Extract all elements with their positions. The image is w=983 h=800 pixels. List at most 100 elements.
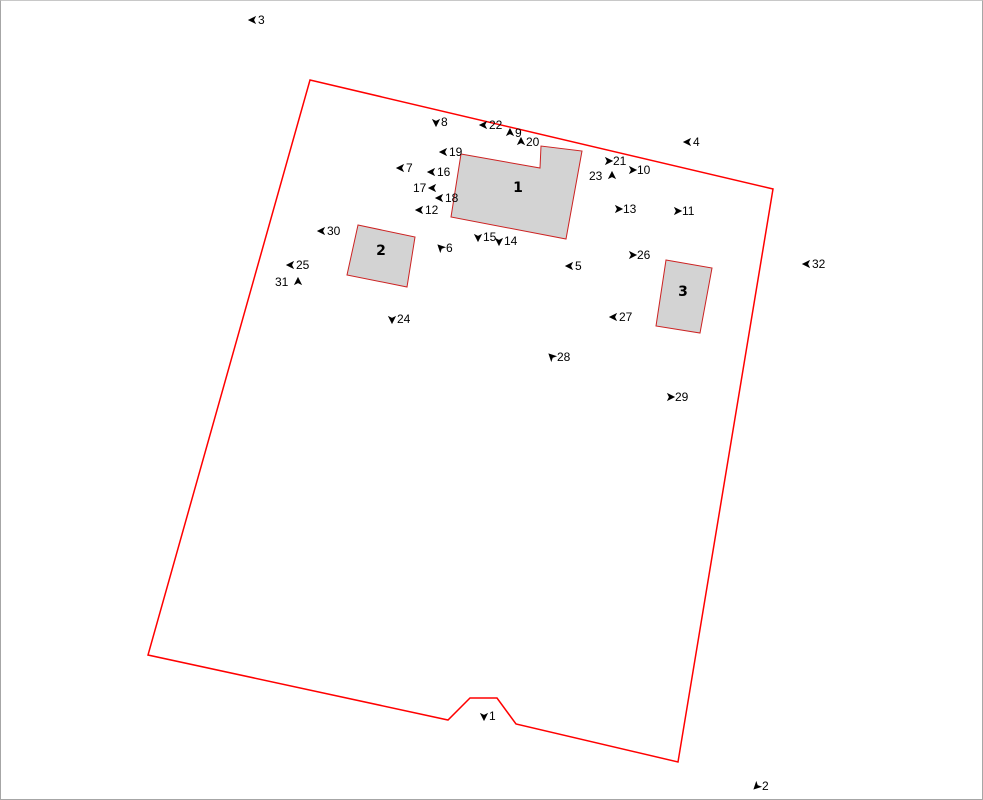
photo-point-label: 9 — [515, 126, 522, 140]
photo-point-11[interactable]: 11 — [673, 204, 695, 218]
view-direction-arrow-icon — [479, 712, 489, 722]
photo-point-14[interactable]: 14 — [494, 234, 518, 248]
view-direction-arrow-icon — [494, 237, 504, 247]
view-direction-arrow-icon — [437, 244, 447, 254]
photo-point-label: 31 — [275, 275, 289, 289]
photo-point-label: 19 — [449, 145, 463, 159]
photo-point-7[interactable]: 7 — [395, 161, 413, 175]
photo-point-label: 30 — [327, 224, 341, 238]
building-label: 3 — [678, 284, 688, 300]
photo-point-label: 1 — [489, 709, 496, 723]
view-direction-arrow-icon — [564, 261, 574, 271]
photo-point-12[interactable]: 12 — [414, 203, 439, 217]
view-direction-arrow-icon — [682, 137, 692, 147]
view-direction-arrow-icon — [604, 156, 614, 166]
view-direction-arrow-icon — [473, 233, 483, 243]
photo-point-28[interactable]: 28 — [547, 350, 571, 364]
view-direction-arrow-icon — [434, 193, 444, 203]
view-direction-arrow-icon — [426, 167, 436, 177]
view-direction-arrow-icon — [614, 204, 624, 214]
photo-point-27[interactable]: 27 — [608, 310, 633, 324]
view-direction-arrow-icon — [293, 276, 303, 286]
building-footprint — [346, 224, 416, 288]
photo-point-24[interactable]: 24 — [387, 312, 411, 326]
photo-point-5[interactable]: 5 — [564, 259, 582, 273]
photo-point-label: 21 — [613, 154, 627, 168]
photo-point-8[interactable]: 8 — [431, 115, 448, 129]
view-direction-arrow-icon — [608, 312, 618, 322]
photo-point-21[interactable]: 21 — [604, 154, 627, 168]
building-footprint — [450, 145, 583, 240]
photo-point-2[interactable]: 2 — [752, 779, 769, 793]
building-3[interactable]: 3 — [655, 259, 713, 334]
photo-point-label: 12 — [425, 203, 439, 217]
photo-point-label: 27 — [619, 310, 633, 324]
photo-point-3[interactable]: 3 — [247, 13, 265, 27]
parcel-boundary — [147, 79, 774, 763]
photo-point-label: 7 — [406, 161, 413, 175]
view-direction-arrow-icon — [431, 118, 441, 128]
photo-point-label: 15 — [483, 230, 497, 244]
photo-point-label: 32 — [812, 257, 826, 271]
photo-point-31[interactable]: 31 — [275, 275, 303, 289]
view-direction-arrow-icon — [607, 170, 617, 180]
photo-point-32[interactable]: 32 — [801, 257, 826, 271]
photo-point-25[interactable]: 25 — [285, 258, 310, 272]
photo-point-label: 20 — [526, 135, 540, 149]
view-direction-arrow-icon — [438, 147, 448, 157]
view-direction-arrow-icon — [387, 315, 397, 325]
photo-point-label: 18 — [445, 191, 459, 205]
view-direction-arrow-icon — [548, 353, 558, 363]
photo-point-1[interactable]: 1 — [479, 709, 496, 723]
building-footprint — [655, 259, 713, 334]
view-direction-arrow-icon — [753, 780, 763, 790]
photo-point-label: 13 — [623, 202, 637, 216]
building-2[interactable]: 2 — [346, 224, 416, 288]
photo-point-label: 16 — [437, 165, 451, 179]
photo-point-label: 5 — [575, 259, 582, 273]
photo-point-label: 10 — [637, 163, 651, 177]
photo-point-label: 25 — [296, 258, 310, 272]
view-direction-arrow-icon — [414, 205, 424, 215]
photo-point-22[interactable]: 22 — [478, 118, 503, 132]
photo-point-20[interactable]: 20 — [516, 135, 540, 149]
view-direction-arrow-icon — [395, 163, 405, 173]
photo-point-4[interactable]: 4 — [682, 135, 700, 149]
photo-point-label: 29 — [675, 390, 689, 404]
photo-point-label: 17 — [413, 181, 427, 195]
photo-point-26[interactable]: 26 — [628, 248, 651, 262]
photo-point-19[interactable]: 19 — [438, 145, 463, 159]
photo-point-label: 14 — [504, 234, 518, 248]
photo-point-6[interactable]: 6 — [436, 241, 453, 255]
photo-point-23[interactable]: 23 — [589, 169, 617, 183]
photo-point-9[interactable]: 9 — [505, 126, 522, 140]
photo-point-13[interactable]: 13 — [614, 202, 637, 216]
building-label: 1 — [513, 180, 523, 196]
photo-point-10[interactable]: 10 — [628, 163, 651, 177]
view-direction-arrow-icon — [478, 120, 488, 130]
view-direction-arrow-icon — [666, 392, 676, 402]
photo-point-17[interactable]: 17 — [413, 181, 437, 195]
view-direction-arrow-icon — [801, 259, 811, 269]
view-direction-arrow-icon — [516, 136, 526, 146]
view-direction-arrow-icon — [628, 250, 638, 260]
photo-point-16[interactable]: 16 — [426, 165, 451, 179]
photo-point-30[interactable]: 30 — [316, 224, 341, 238]
view-direction-arrow-icon — [628, 165, 638, 175]
photo-point-label: 23 — [589, 169, 603, 183]
photo-point-15[interactable]: 15 — [473, 230, 497, 244]
parcel-layer — [147, 79, 774, 763]
building-1[interactable]: 1 — [450, 145, 583, 240]
photo-point-label: 2 — [762, 779, 769, 793]
view-direction-arrow-icon — [316, 226, 326, 236]
photo-point-label: 4 — [693, 135, 700, 149]
photo-point-label: 6 — [446, 241, 453, 255]
photo-point-label: 28 — [557, 350, 571, 364]
view-direction-arrow-icon — [285, 260, 295, 270]
photo-point-label: 3 — [258, 13, 265, 27]
photo-point-29[interactable]: 29 — [666, 390, 689, 404]
photo-point-label: 26 — [637, 248, 651, 262]
photo-point-18[interactable]: 18 — [434, 191, 459, 205]
